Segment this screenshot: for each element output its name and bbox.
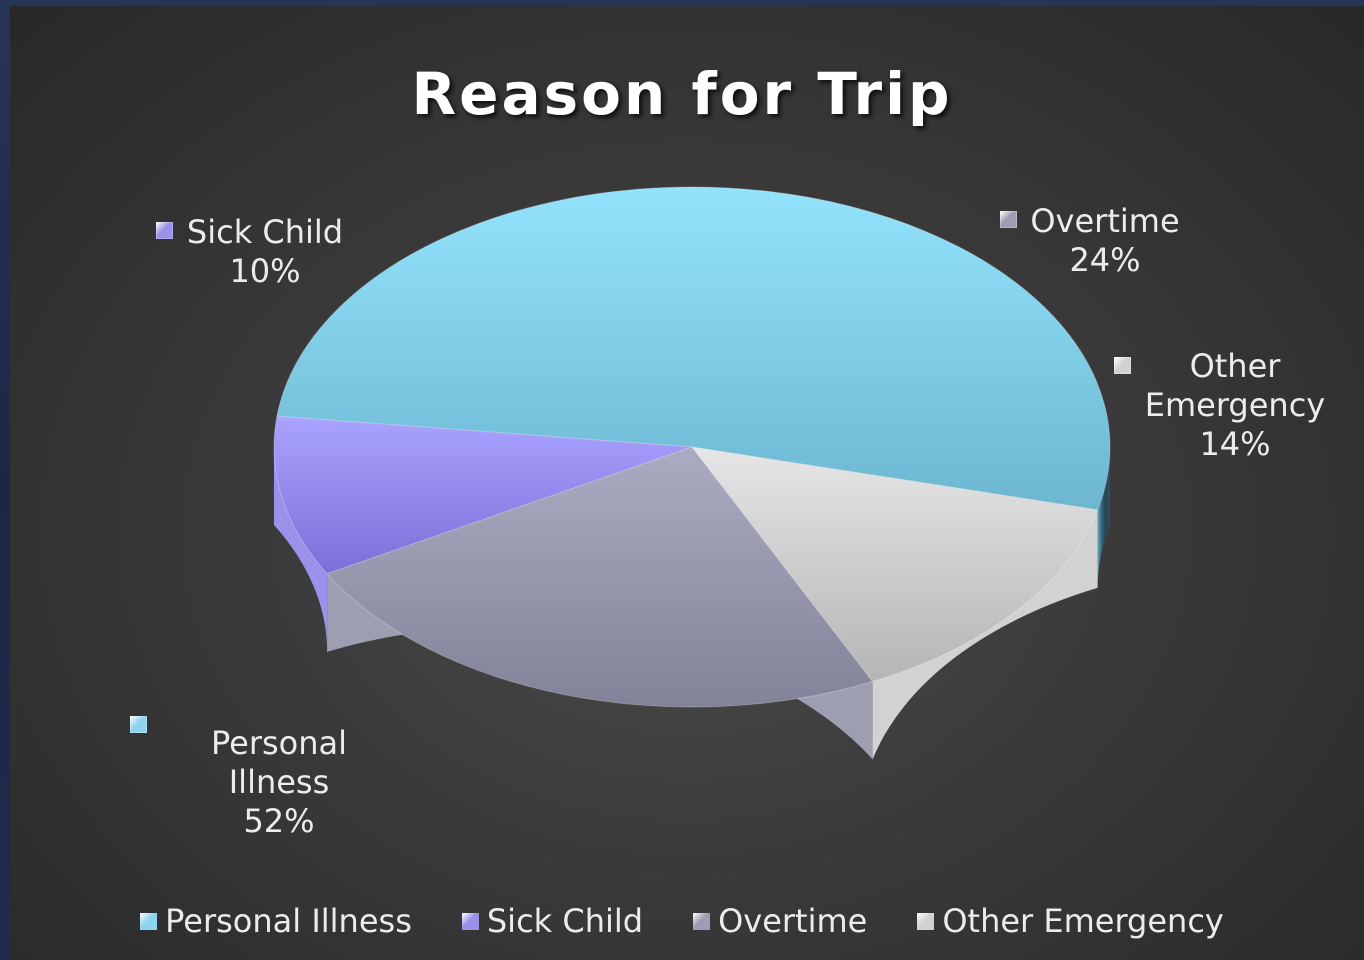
legend-swatch-personal-illness [140,912,158,930]
legend-label-other-emergency: Other Emergency [942,902,1224,940]
slice-other-emergency [690,446,1099,683]
overtime-label: Overtime [1030,202,1180,240]
other-emergency-percent: 14% [1199,425,1271,463]
chart-title: Reason for Trip [411,60,953,128]
other-emergency-marker [1114,357,1131,374]
other-emergency-data-label: Other Emergency 14% [1140,347,1330,464]
legend-swatch-sick-child [461,912,479,930]
personal-illness-label: Personal Illness [210,724,348,801]
overtime-percent: 24% [1069,241,1141,279]
chart-legend: Personal Illness Sick Child Overtime Oth… [0,902,1364,940]
legend-swatch-other-emergency [917,912,935,930]
legend-swatch-overtime [693,912,711,930]
legend-item-overtime: Overtime [693,902,867,940]
sick-child-label: Sick Child [186,213,344,251]
sick-child-data-label: Sick Child 10% [172,213,358,291]
sick-child-marker [156,222,173,239]
legend-label-personal-illness: Personal Illness [165,902,412,940]
overtime-marker [1000,211,1017,228]
personal-illness-percent: 52% [243,802,315,840]
other-emergency-label: Other Emergency [1144,347,1326,424]
slice-personal-illness [276,186,1111,511]
legend-item-sick-child: Sick Child [461,902,644,940]
slice-overtime [326,446,874,708]
slice-sick-child [273,415,693,575]
overtime-data-label: Overtime 24% [1020,202,1190,280]
legend-item-other-emergency: Other Emergency [917,902,1224,940]
personal-illness-marker [130,716,147,733]
personal-illness-data-label: Personal Illness 52% [195,724,363,841]
sick-child-percent: 10% [229,252,301,290]
legend-label-overtime: Overtime [718,902,868,940]
legend-label-sick-child: Sick Child [486,902,644,940]
legend-item-personal-illness: Personal Illness [140,902,412,940]
